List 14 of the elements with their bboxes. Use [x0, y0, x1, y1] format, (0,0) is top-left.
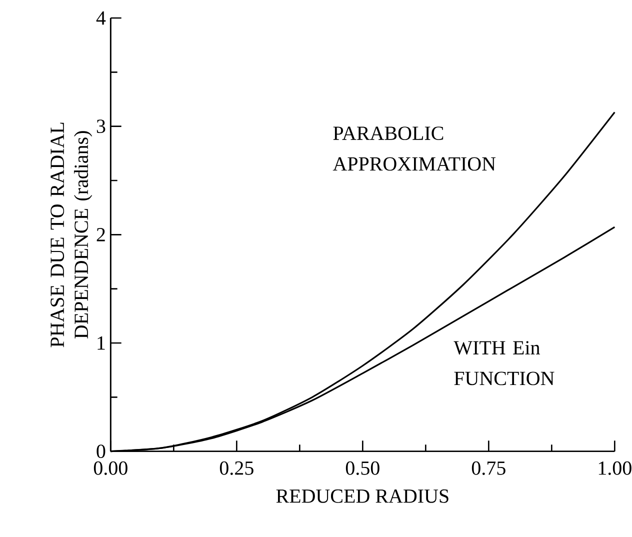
y-tick-label: 3: [96, 119, 106, 133]
x-tick-label: 0.75: [472, 461, 506, 475]
y-tick-label: 2: [96, 228, 105, 242]
x-tick-label: 1.00: [598, 461, 632, 475]
x-tick-label: 0.00: [94, 461, 128, 475]
y-tick-label: 0: [96, 444, 106, 458]
y-tick-label: 4: [96, 11, 106, 24]
y-tick-label: 1: [98, 336, 105, 350]
x-axis-title: REDUCED RADIUS: [276, 489, 448, 503]
text: PARABOLIC APPROXIMATION: [332, 126, 496, 171]
y-axis-title: PHASE DUE TO RADIAL DEPENDENCE (radians): [50, 122, 92, 348]
x-tick-label: 0.50: [346, 461, 380, 475]
x-tick-label: 0.25: [220, 461, 254, 475]
series-label: WITH Ein FUNCTION: [454, 340, 554, 386]
